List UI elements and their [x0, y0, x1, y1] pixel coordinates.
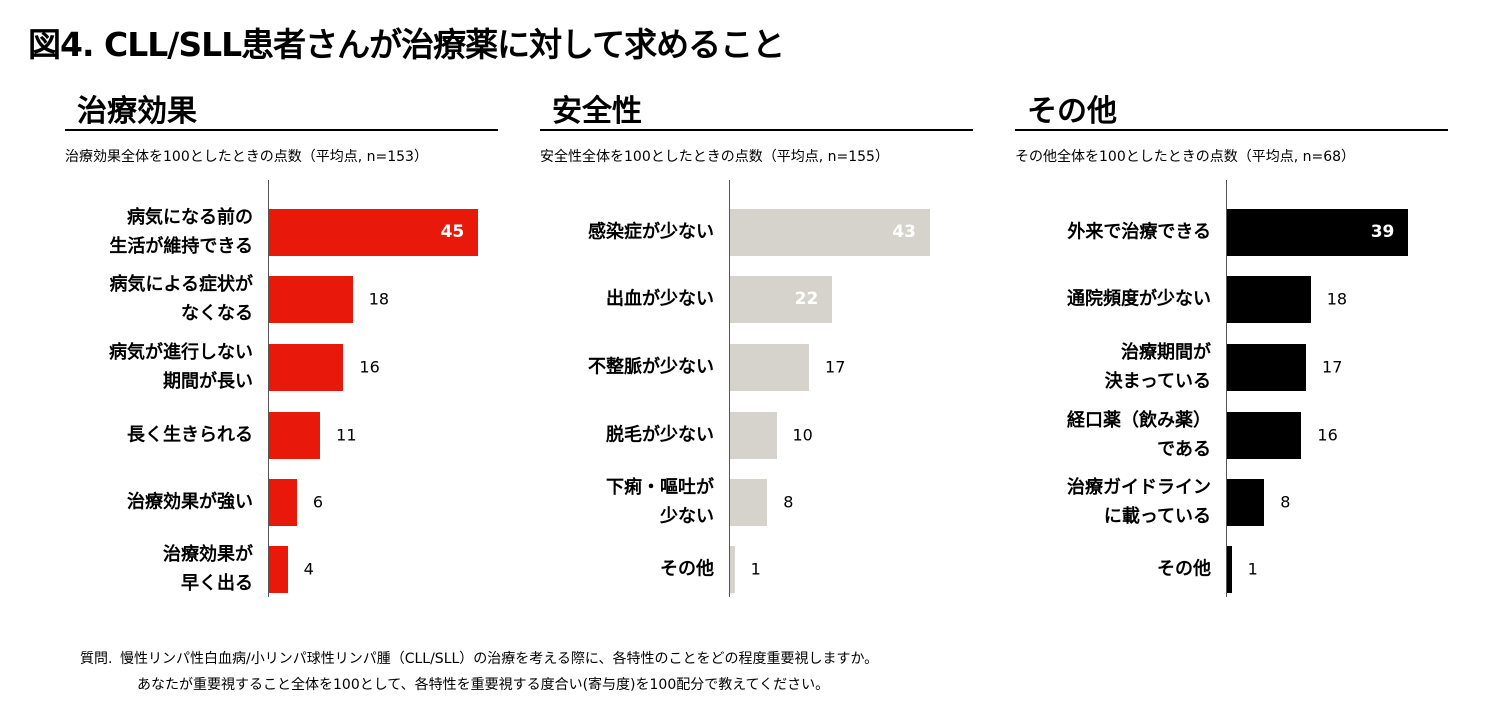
panel-title: 治療効果: [77, 94, 197, 129]
axis-line: [268, 180, 269, 597]
value-label: 43: [892, 222, 916, 242]
category-label: 治療期間が 決まっている: [1104, 342, 1211, 392]
value-label: 1: [750, 559, 761, 579]
bar: [1227, 478, 1265, 526]
value-label: 17: [1322, 357, 1343, 377]
category-label: 感染症が少ない: [588, 221, 714, 243]
category-label: 治療ガイドライン に載っている: [1067, 477, 1211, 527]
category-label: 病気になる前の 生活が維持できる: [109, 207, 253, 257]
value-label: 18: [368, 289, 390, 309]
bar: [1227, 411, 1302, 459]
value-label: 4: [303, 559, 314, 579]
panel-rule: [65, 129, 498, 131]
bar: [730, 343, 810, 391]
panel-subtitle: 治療効果全体を100としたときの点数（平均点, n=153）: [65, 149, 428, 165]
bar: [730, 545, 735, 593]
bar: [730, 275, 833, 323]
value-label: 16: [1317, 425, 1338, 445]
value-label: 6: [312, 492, 324, 512]
bar: [269, 545, 288, 593]
category-label: 治療効果が 早く出る: [163, 544, 253, 594]
panel-title: その他: [1027, 94, 1117, 129]
bar: [269, 411, 321, 459]
category-label: 治療効果が強い: [127, 491, 253, 513]
axis-line: [729, 180, 730, 597]
bar: [1227, 343, 1307, 391]
panel-title: 安全性: [552, 94, 642, 129]
category-label: 通院頻度が少ない: [1067, 288, 1211, 310]
category-label: 病気による症状が なくなる: [109, 274, 253, 324]
axis-line: [1226, 180, 1227, 597]
bar: [730, 208, 930, 256]
category-label: 不整脈が少ない: [588, 356, 714, 378]
category-label: 病気が進行しない 期間が長い: [109, 342, 253, 392]
value-label: 8: [783, 492, 794, 512]
value-label: 22: [794, 289, 819, 309]
value-label: 16: [359, 357, 380, 377]
panel-rule: [1015, 129, 1448, 131]
panel-subtitle: 安全性全体を100としたときの点数（平均点, n=155）: [540, 149, 889, 165]
bar: [269, 275, 353, 323]
bar: [1227, 275, 1311, 323]
value-label: 17: [825, 357, 846, 377]
panel-rule: [540, 129, 973, 131]
category-label: 下痢・嘔吐が 少ない: [606, 477, 714, 527]
value-label: 10: [792, 425, 813, 445]
bar: [269, 343, 344, 391]
footnote-line: 慢性リンパ性白血病/小リンパ球性リンパ腫（CLL/SLL）の治療を考える際に、各…: [120, 651, 879, 667]
category-label: 脱毛が少ない: [606, 424, 714, 446]
bar: [730, 411, 777, 459]
category-label: その他: [660, 558, 714, 580]
bar: [1227, 208, 1409, 256]
bar: [269, 478, 297, 526]
value-label: 1: [1247, 559, 1258, 579]
footnote-label: 質問.: [80, 651, 113, 667]
value-label: 8: [1280, 492, 1291, 512]
page-title: 図4. CLL/SLL患者さんが治療薬に対して求めること: [28, 25, 785, 64]
category-label: 長く生きられる: [127, 424, 253, 446]
category-label: 経口薬（飲み薬） である: [1067, 410, 1211, 460]
category-label: 外来で治療できる: [1067, 221, 1211, 243]
bar: [269, 208, 479, 256]
value-label: 39: [1370, 222, 1395, 242]
value-label: 45: [440, 222, 465, 242]
bar: [1227, 545, 1232, 593]
footnote-line: あなたが重要視すること全体を100として、各特性を重要視する度合い(寄与度)を1…: [137, 677, 830, 693]
category-label: その他: [1157, 558, 1211, 580]
category-label: 出血が少ない: [606, 288, 714, 310]
bar: [730, 478, 768, 526]
panel-subtitle: その他全体を100としたときの点数（平均点, n=68）: [1015, 149, 1356, 165]
value-label: 18: [1326, 289, 1348, 309]
value-label: 11: [336, 425, 357, 445]
